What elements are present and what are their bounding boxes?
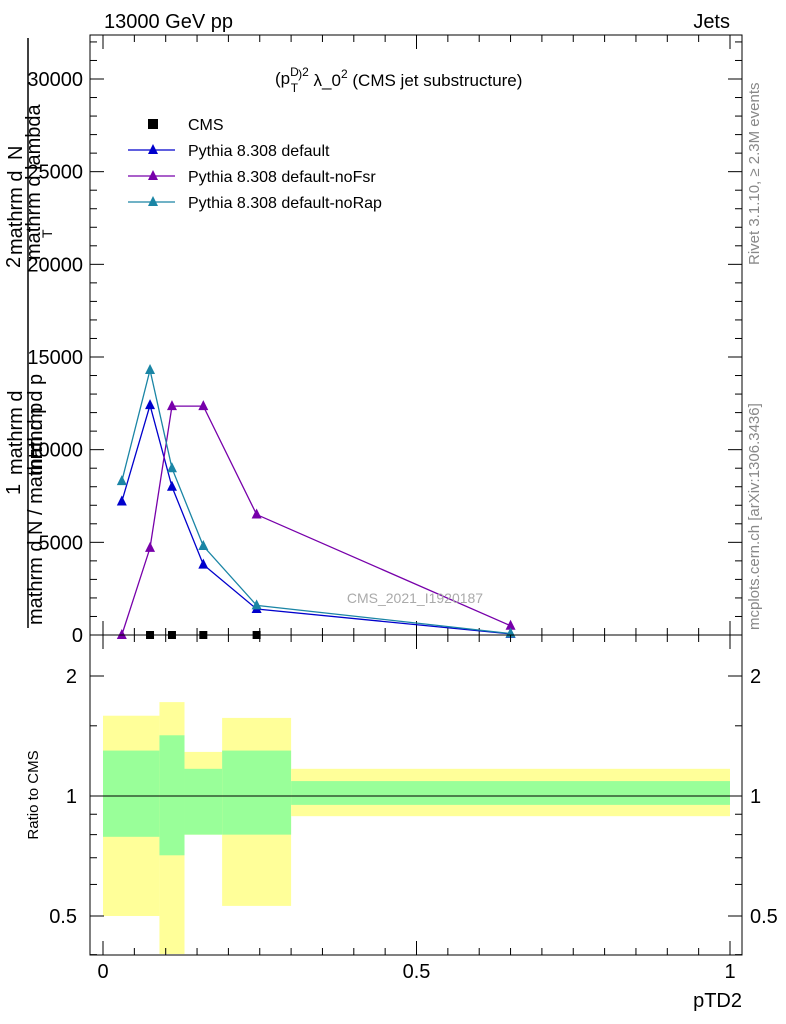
ratio-y-tick-label-right: 2 (750, 666, 761, 688)
series-marker-2 (505, 619, 516, 630)
legend-label: Pythia 8.308 default-noFsr (188, 169, 376, 186)
legend-marker (148, 196, 158, 206)
ratio-green-band (103, 750, 160, 837)
legend-marker-cms (148, 119, 158, 129)
legend-marker (148, 144, 158, 154)
main-y-tick-label: 25000 (27, 162, 83, 184)
series-marker-1 (198, 558, 209, 569)
svg-text:mathrm d: mathrm d (5, 171, 27, 255)
x-tick-label: 0 (97, 961, 108, 983)
svg-text:mathrm d: mathrm d (5, 391, 27, 475)
main-y-tick-label: 10000 (27, 440, 83, 462)
main-y-tick-label: 15000 (27, 347, 83, 369)
ratio-axis-ticks: 0.5 0.5 1 1 2 2 (49, 635, 778, 956)
series-marker-1 (116, 495, 127, 506)
ratio-y-tick-label-right: 1 (750, 786, 761, 808)
series-marker-2 (166, 400, 177, 411)
ratio-plot-frame (89, 634, 743, 956)
series-marker-3 (166, 462, 177, 473)
ratio-y-tick-label-right: 0.5 (750, 906, 778, 928)
legend: CMS Pythia 8.308 default Pythia 8.308 defa… (128, 117, 382, 212)
svg-text:T: T (39, 229, 55, 238)
main-y-axis-label: mathrm d N / mathrm d p mathrm d p mathr… (3, 38, 55, 628)
ratio-bands (103, 702, 730, 954)
legend-label: Pythia 8.308 default (188, 143, 330, 160)
series-line-1 (121, 402, 511, 635)
legend-marker (148, 170, 158, 180)
series-marker-2 (251, 508, 262, 519)
main-plot-title: (pD T)2 λ_02 (CMS jet substructure) (275, 65, 522, 95)
x-axis-label: pTD2 (693, 990, 742, 1012)
series-marker-2 (145, 541, 156, 552)
x-axis-ticks: 0 0.5 1 (97, 961, 735, 983)
svg-text:N: N (5, 146, 27, 160)
main-y-tick-label: 30000 (27, 69, 83, 91)
series-line-2 (121, 405, 511, 636)
rivet-label: Rivet 3.1.10, ≥ 2.3M events (746, 83, 763, 266)
series-marker-2 (198, 400, 209, 411)
series-line-3 (121, 369, 511, 635)
main-y-tick-label: 0 (72, 625, 83, 647)
ratio-y-tick-label: 1 (66, 786, 77, 808)
series-marker-1 (145, 399, 156, 410)
svg-text:2: 2 (3, 257, 25, 268)
svg-text:mathrm d p: mathrm d p (25, 374, 47, 475)
mcplots-label: mcplots.cern.ch [arXiv:1306.3436] (746, 403, 763, 630)
ratio-y-tick-label: 0.5 (49, 906, 77, 928)
ratio-green-band (184, 768, 223, 835)
legend-label: Pythia 8.308 default-noRap (188, 195, 382, 212)
ratio-y-axis-label: Ratio to CMS (25, 750, 42, 839)
header-process: Jets (693, 11, 730, 33)
main-axis-ticks: 0 5000 10000 15000 20000 25000 30000 (27, 35, 742, 647)
main-y-tick-label: 5000 (39, 532, 84, 554)
header-energy: 13000 GeV pp (104, 11, 233, 33)
x-tick-label: 1 (724, 961, 735, 983)
main-y-tick-label: 20000 (27, 254, 83, 276)
series-marker-3 (251, 599, 262, 610)
svg-text:1: 1 (3, 484, 25, 495)
ratio-green-band (291, 781, 730, 805)
svg-text:mathrm d N / mathrm d p: mathrm d N / mathrm d p (25, 403, 47, 625)
main-series-group (116, 363, 516, 639)
series-marker-1 (166, 480, 177, 491)
legend-label: CMS (188, 117, 224, 134)
series-marker-3 (116, 475, 127, 486)
x-tick-label: 0.5 (403, 961, 431, 983)
ratio-green-band (222, 750, 292, 835)
analysis-watermark: CMS_2021_I1920187 (347, 590, 483, 606)
ratio-y-tick-label: 2 (66, 666, 77, 688)
series-marker-3 (198, 540, 209, 551)
series-marker-3 (145, 363, 156, 374)
series-marker-2 (116, 629, 127, 639)
ratio-green-band (159, 735, 185, 856)
